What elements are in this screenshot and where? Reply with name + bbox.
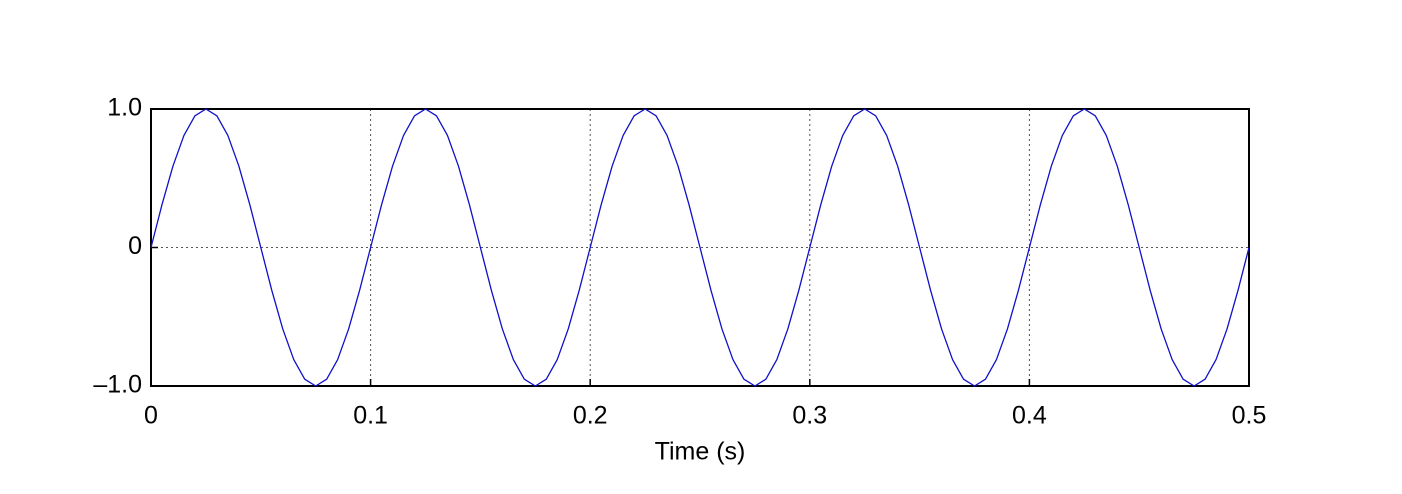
x-tick-label: 0.2: [573, 402, 608, 430]
x-tick-label: 0.3: [792, 402, 827, 430]
x-tick-label: 0.5: [1232, 402, 1267, 430]
y-tick-label: 1.0: [107, 94, 142, 122]
line-series: [150, 108, 1250, 387]
x-axis-label: Time (s): [655, 438, 746, 466]
x-tick-label: 0: [144, 402, 158, 430]
y-tick-label: 0: [128, 232, 142, 260]
y-tick-label: –1.0: [93, 371, 142, 399]
x-tick-label: 0.4: [1012, 402, 1047, 430]
x-tick-label: 0.1: [353, 402, 388, 430]
